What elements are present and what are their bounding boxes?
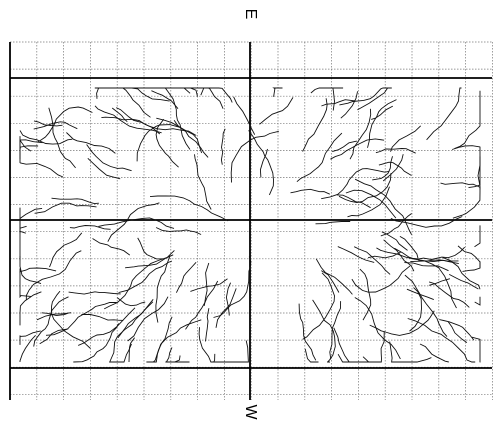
- crack: [394, 247, 464, 259]
- crack: [95, 88, 151, 117]
- crack: [299, 304, 316, 361]
- crack: [376, 149, 416, 154]
- crack: [20, 331, 41, 345]
- crack: [297, 133, 342, 182]
- crack: [190, 279, 227, 292]
- crack: [303, 273, 335, 340]
- crack: [449, 274, 478, 289]
- direction-label: E: [242, 9, 259, 20]
- crack: [20, 268, 56, 273]
- crack: [20, 208, 42, 260]
- crack: [337, 195, 371, 208]
- crack: [368, 252, 401, 258]
- crack: [316, 259, 352, 295]
- crack: [170, 356, 190, 363]
- crack: [441, 183, 481, 190]
- crack: [214, 354, 248, 362]
- crack: [184, 88, 223, 109]
- crack: [341, 91, 358, 118]
- crack: [458, 246, 480, 268]
- crack: [129, 338, 135, 362]
- crack: [69, 292, 121, 294]
- crack: [151, 320, 201, 362]
- crack: [52, 198, 99, 203]
- crack: [303, 98, 328, 151]
- crack: [176, 262, 196, 292]
- crack: [372, 156, 392, 180]
- crack: [367, 331, 384, 362]
- crack: [193, 88, 233, 103]
- crack: [150, 196, 228, 221]
- crack: [20, 256, 41, 284]
- crack: [391, 217, 462, 228]
- crack: [405, 275, 447, 337]
- crack: [20, 131, 72, 145]
- crack: [101, 117, 159, 134]
- crack: [93, 239, 130, 256]
- crack: [355, 298, 401, 359]
- crack: [379, 162, 412, 175]
- page: E W (() => { const data = JSON.parse(doc…: [0, 0, 495, 427]
- crack: [360, 269, 371, 320]
- crack: [260, 97, 294, 124]
- crack: [151, 91, 178, 109]
- crack: [472, 337, 480, 362]
- crack: [370, 311, 435, 336]
- crack: [463, 261, 481, 271]
- crack: [199, 327, 217, 362]
- crack: [311, 88, 343, 93]
- crack: [404, 263, 448, 271]
- crack: [420, 344, 449, 362]
- crack: [242, 341, 248, 363]
- crack: [354, 247, 390, 275]
- crack: [158, 88, 198, 97]
- crack: [226, 283, 230, 316]
- crack: [20, 136, 31, 154]
- crack: [146, 317, 172, 362]
- crack: [108, 203, 160, 242]
- crack: [20, 292, 41, 326]
- crack: [333, 88, 335, 111]
- crack: [475, 297, 480, 305]
- crack: [346, 190, 396, 218]
- crack: [195, 154, 212, 209]
- crack: [274, 88, 283, 97]
- crack: [427, 88, 462, 140]
- crack: [390, 342, 432, 362]
- crack: [391, 126, 421, 152]
- crack: [321, 271, 339, 293]
- crack: [475, 225, 481, 246]
- crack: [363, 357, 374, 362]
- crack: [88, 158, 120, 179]
- crack: [216, 288, 236, 327]
- crack: [400, 236, 418, 258]
- crack: [350, 109, 371, 159]
- crack: [110, 344, 132, 362]
- crack: [20, 140, 43, 160]
- crack: [408, 319, 476, 363]
- crack: [249, 130, 274, 195]
- crack: [174, 120, 208, 157]
- crack: [214, 257, 251, 318]
- crack: [20, 154, 63, 177]
- crack: [138, 238, 163, 259]
- crack: [156, 228, 201, 235]
- crack: [316, 222, 351, 224]
- crack: [453, 147, 480, 219]
- crack: [291, 189, 330, 194]
- crack: [20, 226, 27, 231]
- crack: [20, 335, 36, 362]
- direction-label: W: [242, 404, 259, 420]
- crack: [334, 328, 352, 362]
- figure: E W: [0, 0, 495, 427]
- crack: [120, 88, 169, 101]
- crack: [50, 233, 82, 267]
- crack: [355, 179, 412, 235]
